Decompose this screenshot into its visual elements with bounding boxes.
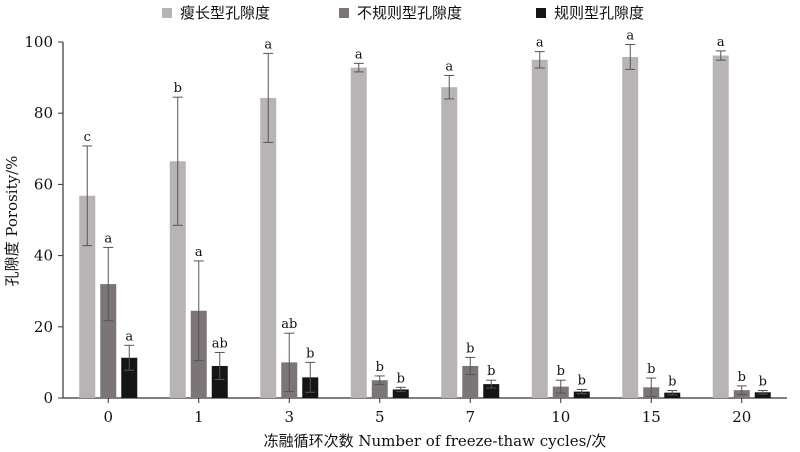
x-tick-labels: 0 1 3 5 7 10 15 20 <box>103 408 751 426</box>
y-tick-labels: 0 20 40 60 80 100 <box>24 33 53 407</box>
bar-series0-cat7 <box>712 55 729 398</box>
bar-series1-cat0 <box>100 284 117 398</box>
significance-label: ab <box>281 317 297 332</box>
bar-series2-cat5 <box>573 391 590 398</box>
legend-swatch-regular <box>536 7 546 18</box>
significance-label: a <box>445 59 453 74</box>
x-tick-label: 15 <box>642 408 661 426</box>
y-tick-label: 0 <box>43 389 53 407</box>
significance-label: a <box>104 231 112 246</box>
legend-item-irregular: 不规则型孔隙度 <box>339 2 462 23</box>
bar-series0-cat5 <box>531 59 548 399</box>
x-tick-label: 0 <box>103 408 113 426</box>
legend-swatch-elongated <box>162 7 172 18</box>
significance-label: ab <box>212 336 228 351</box>
significance-label: b <box>306 346 314 361</box>
significance-label: a <box>125 329 133 344</box>
bar-series1-cat4 <box>462 365 479 398</box>
x-tick-label: 3 <box>284 408 294 426</box>
bar-series0-cat6 <box>622 56 639 399</box>
significance-label: a <box>626 28 634 43</box>
x-tick-label: 10 <box>551 408 570 426</box>
significance-label: b <box>738 370 746 385</box>
bar-series2-cat7 <box>754 392 771 398</box>
significance-label: a <box>195 245 203 260</box>
x-axis-title: 冻融循环次数 Number of freeze-thaw cycles/次 <box>264 432 607 450</box>
x-tick-label: 5 <box>375 408 385 426</box>
significance-label: a <box>355 47 363 62</box>
significance-label: b <box>668 375 676 390</box>
significance-label: c <box>84 130 91 145</box>
significance-label: a <box>264 37 272 52</box>
significance-label: b <box>647 362 655 377</box>
legend-swatch-irregular <box>339 7 349 18</box>
bar-series2-cat6 <box>664 392 681 398</box>
legend-label-irregular: 不规则型孔隙度 <box>357 4 463 22</box>
significance-label: b <box>376 360 384 375</box>
bars <box>79 55 771 399</box>
significance-label: a <box>717 35 725 50</box>
bar-series0-cat2 <box>260 97 277 398</box>
significance-label: b <box>174 81 182 96</box>
x-tick-label: 7 <box>465 408 475 426</box>
bar-series0-cat0 <box>79 195 96 398</box>
x-tick-label: 1 <box>194 408 204 426</box>
axes <box>58 41 787 403</box>
significance-label: b <box>557 364 565 379</box>
legend-item-elongated: 瘦长型孔隙度 <box>162 2 270 23</box>
significance-label: b <box>487 364 495 379</box>
significance-label: b <box>578 373 586 388</box>
y-tick-label: 20 <box>34 318 53 336</box>
y-axis-title: 孔隙度 Porosity/% <box>3 156 21 287</box>
bar-series2-cat0 <box>121 357 138 398</box>
significance-label: b <box>759 375 767 390</box>
y-axis-title-group: 孔隙度 Porosity/% <box>3 156 21 287</box>
bar-series0-cat4 <box>441 87 458 398</box>
bar-series0-cat1 <box>169 161 186 398</box>
legend-label-elongated: 瘦长型孔隙度 <box>180 4 271 22</box>
y-tick-label: 80 <box>34 104 53 122</box>
bar-series2-cat1 <box>211 365 228 398</box>
y-tick-label: 40 <box>34 247 53 265</box>
legend: 瘦长型孔隙度 不规则型孔隙度 规则型孔隙度 <box>0 2 800 24</box>
y-tick-label: 60 <box>34 175 53 193</box>
significance-label: b <box>397 371 405 386</box>
significance-label: b <box>466 341 474 356</box>
error-bars <box>82 43 768 398</box>
bar-series2-cat3 <box>392 389 409 398</box>
legend-label-regular: 规则型孔隙度 <box>554 4 645 22</box>
bar-series0-cat3 <box>350 67 367 398</box>
legend-item-regular: 规则型孔隙度 <box>536 2 644 23</box>
x-tick-label: 20 <box>732 408 751 426</box>
significance-label: a <box>536 36 544 51</box>
y-tick-label: 100 <box>24 33 53 51</box>
